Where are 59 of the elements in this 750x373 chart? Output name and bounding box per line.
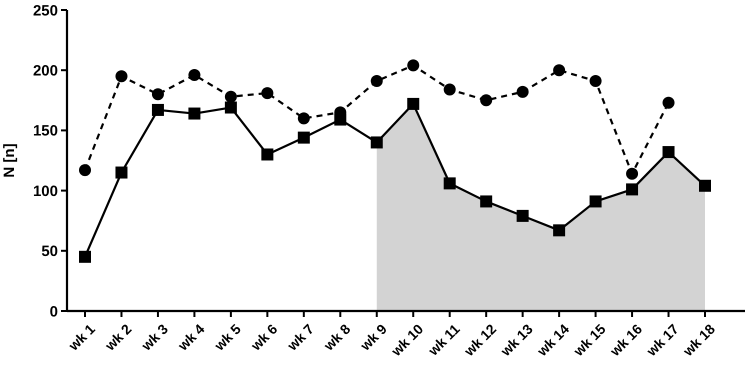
point xyxy=(480,195,492,208)
y-tick-label: 50 xyxy=(41,243,58,260)
x-tick-label: wk 15 xyxy=(570,320,609,360)
y-tick-label: 100 xyxy=(32,182,58,200)
point xyxy=(370,75,383,88)
point xyxy=(626,183,638,196)
point xyxy=(516,210,529,222)
point xyxy=(79,164,91,176)
y-tick-label: 250 xyxy=(32,2,58,20)
y-tick-label: 0 xyxy=(50,303,58,320)
y-tick-label: 150 xyxy=(32,122,58,140)
x-tick-label: wk 7 xyxy=(283,320,318,354)
point xyxy=(444,83,456,96)
x-tick-label: wk 5 xyxy=(210,320,244,354)
y-tick-label: 200 xyxy=(32,62,58,80)
x-tick-label: wk 18 xyxy=(679,320,718,360)
point xyxy=(188,108,200,120)
point xyxy=(626,168,638,180)
point xyxy=(590,195,602,208)
x-tick-label: wk 8 xyxy=(320,320,354,354)
point xyxy=(480,94,492,106)
point xyxy=(334,114,346,126)
point xyxy=(444,177,456,190)
point xyxy=(662,146,675,158)
point xyxy=(298,132,310,144)
point xyxy=(516,86,529,98)
x-tick-label: wk 13 xyxy=(496,320,536,360)
point xyxy=(152,88,164,100)
x-tick-label: wk 10 xyxy=(387,320,426,360)
point xyxy=(79,250,91,263)
x-tick-label: wk 9 xyxy=(356,320,390,354)
x-tick-label: wk 6 xyxy=(246,320,281,354)
point xyxy=(188,69,200,82)
point xyxy=(553,224,566,236)
x-tick-label: wk 12 xyxy=(460,320,500,360)
x-tick-label: wk 2 xyxy=(101,320,135,354)
point xyxy=(298,112,310,124)
point xyxy=(370,136,383,148)
point xyxy=(699,180,711,192)
point xyxy=(261,87,274,100)
point xyxy=(553,64,566,76)
x-tick-label: wk 17 xyxy=(642,320,682,360)
point xyxy=(224,90,237,103)
point xyxy=(115,70,128,82)
x-tick-label: wk 11 xyxy=(424,320,463,360)
x-tick-label: wk 1 xyxy=(64,320,98,354)
point xyxy=(662,96,675,109)
x-tick-label: wk 14 xyxy=(533,320,572,360)
point xyxy=(224,102,237,114)
x-tick-label: wk 4 xyxy=(174,320,208,354)
point xyxy=(115,166,128,179)
point xyxy=(261,148,274,160)
point xyxy=(407,59,420,72)
x-tick-label: wk 3 xyxy=(138,320,172,354)
y-axis-title: N [n] xyxy=(1,143,18,178)
point xyxy=(152,104,164,116)
x-tick-label: wk 16 xyxy=(606,320,646,360)
point xyxy=(590,75,602,88)
point xyxy=(407,98,420,110)
